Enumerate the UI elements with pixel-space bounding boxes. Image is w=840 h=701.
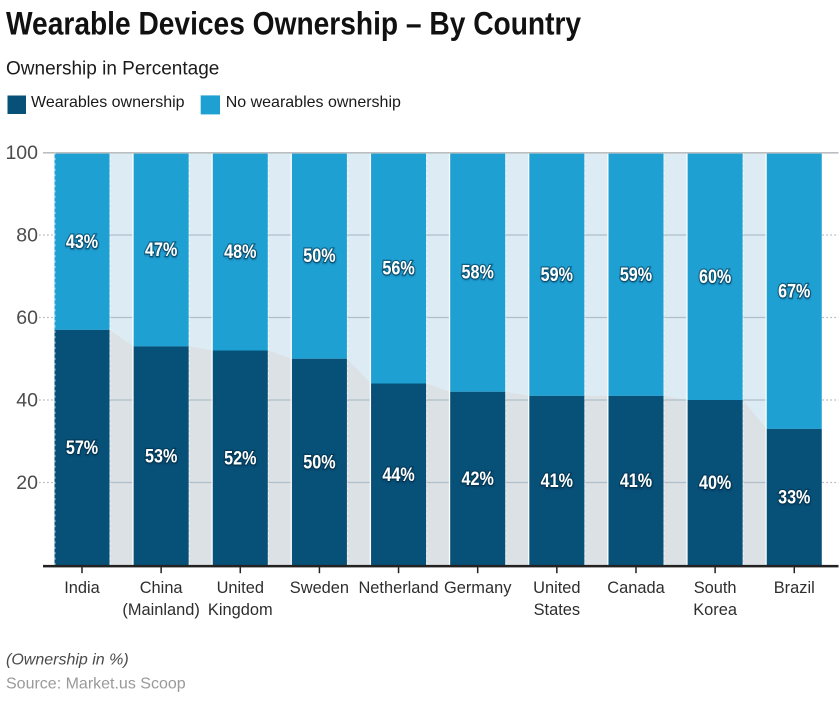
svg-text:Netherland: Netherland (358, 579, 438, 597)
svg-text:United: United (533, 579, 580, 597)
svg-text:20: 20 (16, 472, 38, 494)
svg-text:Germany: Germany (444, 579, 512, 597)
svg-text:Source: Market.us Scoop: Source: Market.us Scoop (6, 676, 186, 693)
svg-text:(Mainland): (Mainland) (122, 601, 199, 619)
svg-text:58%: 58% (462, 261, 495, 283)
svg-text:Brazil: Brazil (774, 579, 815, 597)
svg-text:57%: 57% (66, 437, 99, 459)
svg-text:100: 100 (5, 142, 38, 164)
svg-text:50%: 50% (303, 451, 336, 473)
svg-text:Sweden: Sweden (290, 579, 349, 597)
svg-text:59%: 59% (620, 264, 653, 286)
svg-text:Canada: Canada (607, 579, 665, 597)
svg-text:States: States (534, 601, 580, 619)
svg-text:47%: 47% (145, 239, 178, 261)
svg-text:(Ownership in %): (Ownership in %) (6, 652, 129, 669)
svg-text:Wearables ownership: Wearables ownership (31, 94, 185, 111)
svg-text:Wearable Devices Ownership – B: Wearable Devices Ownership – By Country (6, 7, 581, 42)
svg-text:60: 60 (16, 307, 38, 329)
svg-text:United: United (217, 579, 264, 597)
svg-text:41%: 41% (541, 470, 574, 492)
svg-text:41%: 41% (620, 470, 653, 492)
svg-text:42%: 42% (462, 468, 495, 490)
svg-text:59%: 59% (541, 264, 574, 286)
svg-text:India: India (64, 579, 100, 597)
svg-text:China: China (140, 579, 184, 597)
svg-text:56%: 56% (382, 257, 415, 279)
svg-text:43%: 43% (66, 231, 99, 253)
svg-text:South: South (694, 579, 737, 597)
svg-text:67%: 67% (778, 280, 811, 302)
svg-text:52%: 52% (224, 447, 257, 469)
svg-text:60%: 60% (699, 266, 732, 288)
svg-text:40%: 40% (699, 472, 732, 494)
svg-text:Ownership in Percentage: Ownership in Percentage (6, 58, 219, 79)
svg-text:Kingdom: Kingdom (208, 601, 273, 619)
svg-text:33%: 33% (778, 486, 811, 508)
svg-text:53%: 53% (145, 445, 178, 467)
svg-text:44%: 44% (382, 464, 415, 486)
svg-text:80: 80 (16, 225, 38, 247)
svg-text:40: 40 (16, 390, 38, 412)
svg-text:48%: 48% (224, 241, 257, 263)
svg-text:Korea: Korea (693, 601, 738, 619)
svg-text:50%: 50% (303, 245, 336, 267)
svg-text:No wearables ownership: No wearables ownership (226, 94, 401, 111)
